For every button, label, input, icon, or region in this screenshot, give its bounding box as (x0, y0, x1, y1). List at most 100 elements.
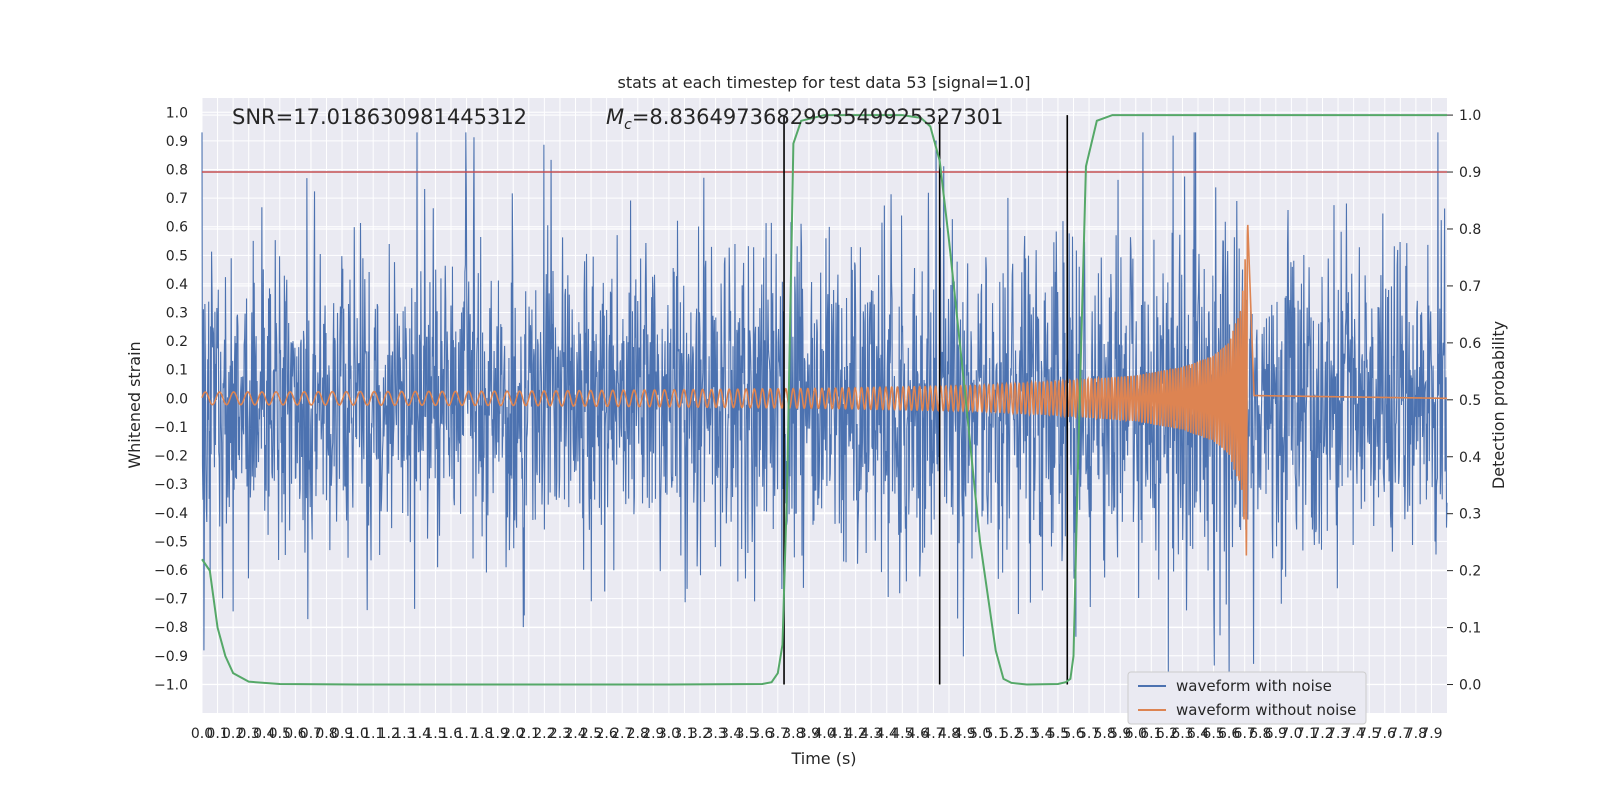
x-tick-label: 1.1 (362, 726, 384, 742)
detection-probability-line (201, 114, 1447, 686)
x-tick-label: 7.9 (1420, 726, 1442, 742)
x-tick-label: 2.0 (502, 726, 524, 742)
x-axis-label: Time (s) (790, 749, 856, 768)
x-tick-label: 5.9 (1109, 726, 1131, 742)
x-tick-label: 7.5 (1358, 726, 1380, 742)
x-tick-label: 4.1 (829, 726, 851, 742)
x-tick-label: 7.3 (1327, 726, 1349, 742)
x-tick-label: 3.2 (689, 726, 711, 742)
chirp-mass-subscript: c (624, 117, 632, 133)
x-tick-label: 3.6 (751, 726, 773, 742)
x-tick-label: 2.5 (580, 726, 602, 742)
x-tick-label: 0.5 (269, 726, 291, 742)
y-tick-label: 0.5 (166, 248, 188, 264)
y-tick-label: −0.1 (154, 420, 188, 436)
x-tick-label: 4.5 (891, 726, 913, 742)
y-right-tick-label: 0.8 (1459, 222, 1481, 238)
x-tick-label: 5.1 (985, 726, 1007, 742)
y-tick-label: 0.0 (166, 391, 188, 407)
y-tick-label: 0.1 (166, 363, 188, 379)
clean-series-path (201, 224, 1447, 556)
x-tick-label: 4.0 (813, 726, 835, 742)
y-right-tick-label: 0.0 (1459, 678, 1481, 694)
grid-vertical (201, 98, 1432, 713)
y-tick-label: −0.3 (154, 477, 188, 493)
x-tick-label: 4.6 (907, 726, 929, 742)
x-tick-label: 5.2 (1000, 726, 1022, 742)
y-tick-label: −0.8 (154, 620, 188, 636)
x-tick-label: 4.7 (922, 726, 944, 742)
y-tick-label: 0.3 (166, 306, 188, 322)
x-tick-label: 3.4 (720, 726, 742, 742)
y-tick-label: −0.4 (154, 506, 188, 522)
x-tick-label: 7.8 (1405, 726, 1427, 742)
x-tick-label: 6.7 (1234, 726, 1256, 742)
x-tick-label: 5.7 (1078, 726, 1100, 742)
x-tick-label: 3.8 (782, 726, 804, 742)
x-tick-label: 5.4 (1031, 726, 1053, 742)
x-tick-label: 2.1 (518, 726, 540, 742)
y-tick-label: 0.6 (166, 220, 188, 236)
x-tick-label: 7.6 (1374, 726, 1396, 742)
y-tick-label: −0.7 (154, 592, 188, 608)
chart-title: stats at each timestep for test data 53 … (618, 73, 1031, 92)
x-tick-label: 7.0 (1280, 726, 1302, 742)
x-tick-label: 6.1 (1140, 726, 1162, 742)
x-tick-label: 2.8 (627, 726, 649, 742)
y-tick-label: 0.9 (166, 134, 188, 150)
x-tick-label: 5.8 (1093, 726, 1115, 742)
y-tick-label: −0.9 (154, 649, 188, 665)
y-tick-label: 0.4 (166, 277, 188, 293)
x-tick-label: 4.2 (844, 726, 866, 742)
x-tick-label: 5.3 (1016, 726, 1038, 742)
x-tick-label: 3.9 (798, 726, 820, 742)
x-tick-label: 0.2 (222, 726, 244, 742)
x-tick-label: 1.5 (424, 726, 446, 742)
legend-label-noise: waveform with noise (1176, 677, 1332, 695)
x-tick-label: 7.7 (1389, 726, 1411, 742)
x-tick-label: 3.3 (704, 726, 726, 742)
x-tick-label: 1.6 (440, 726, 462, 742)
x-tick-label: 7.1 (1296, 726, 1318, 742)
x-tick-label: 0.1 (206, 726, 228, 742)
x-tick-label: 3.0 (658, 726, 680, 742)
x-tick-label: 3.1 (673, 726, 695, 742)
y-right-tick-label: 0.9 (1459, 165, 1481, 181)
x-tick-label: 0.0 (191, 726, 213, 742)
x-tick-label: 5.5 (1047, 726, 1069, 742)
y-right-tick-label: 0.6 (1459, 336, 1481, 352)
x-tick-label: 2.4 (564, 726, 586, 742)
y-axis-ticks: −1.0 −0.9 −0.8 −0.7 −0.6 −0.5 −0.4 −0.3 −0.2 −0.1… (154, 105, 188, 693)
y-axis-right-label: Detection probability (1489, 321, 1508, 489)
x-tick-label: 6.5 (1202, 726, 1224, 742)
x-tick-label: 5.0 (969, 726, 991, 742)
chirp-mass-value: =8.836497368299354992532730​1 (632, 105, 1004, 129)
x-axis-ticks: 0.00.10.20.30.40.50.60.70.80.91.01.11.21… (191, 726, 1443, 742)
legend: waveform with noise waveform without noi… (1127, 671, 1367, 725)
x-tick-label: 1.7 (455, 726, 477, 742)
chirp-mass-annotation: Mc=8.836497368299354992532730​1 (606, 105, 1003, 133)
y-tick-label: −0.6 (154, 563, 188, 579)
x-tick-label: 5.6 (1062, 726, 1084, 742)
y-right-tick-label: 0.1 (1459, 621, 1481, 637)
x-tick-label: 7.4 (1342, 726, 1364, 742)
y-axis-right-ticks: 0.0 0.1 0.2 0.3 0.4 0.5 0.6 0.7 0.8 0.9 1.0 (1447, 108, 1481, 694)
y-tick-label: 0.7 (166, 191, 188, 207)
x-tick-label: 6.0 (1125, 726, 1147, 742)
x-tick-label: 2.2 (533, 726, 555, 742)
x-tick-label: 2.7 (611, 726, 633, 742)
y-right-tick-label: 1.0 (1459, 108, 1481, 124)
x-tick-label: 1.0 (346, 726, 368, 742)
y-tick-label: 0.2 (166, 334, 188, 350)
x-tick-label: 4.9 (953, 726, 975, 742)
x-tick-label: 0.3 (238, 726, 260, 742)
x-tick-label: 6.2 (1156, 726, 1178, 742)
y-axis-label: Whitened strain (125, 341, 144, 468)
y-tick-label: −0.2 (154, 449, 188, 465)
legend-label-clean: waveform without noise (1176, 701, 1356, 719)
x-tick-label: 4.4 (876, 726, 898, 742)
x-tick-label: 4.8 (938, 726, 960, 742)
legend-box (1127, 671, 1367, 725)
y-tick-label: −0.5 (154, 534, 188, 550)
